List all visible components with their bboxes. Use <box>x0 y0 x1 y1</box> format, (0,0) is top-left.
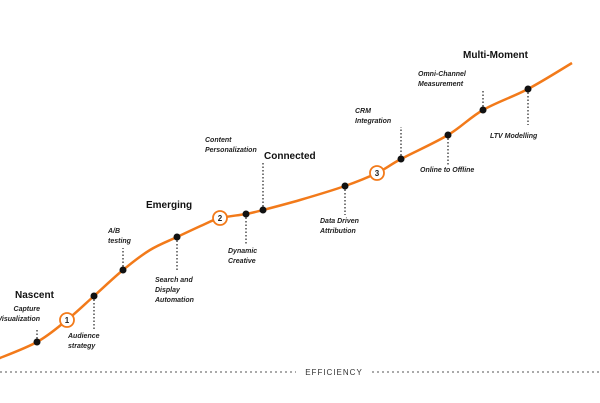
milestone-label: strategy <box>68 343 96 350</box>
stage-label: Connected <box>264 151 316 162</box>
stage-marker <box>59 312 75 328</box>
milestone-label: Measurement <box>418 81 464 88</box>
milestone-label: Integration <box>355 118 391 125</box>
growth-curve <box>0 61 573 360</box>
milestone-dot <box>444 131 452 139</box>
stage-number: 2 <box>218 214 223 223</box>
milestone-dot <box>90 292 98 300</box>
stage-marker <box>369 165 385 181</box>
milestone-label: Attribution <box>319 228 356 235</box>
milestone-label: Audience <box>67 333 100 340</box>
milestone-label: testing <box>108 238 132 245</box>
milestone-label: Personalization <box>205 147 257 154</box>
milestone-label: CRM <box>355 108 371 115</box>
milestone-label: Display <box>155 287 181 294</box>
axis-label: EFFICIENCY <box>305 368 363 377</box>
stage-number: 3 <box>375 169 380 178</box>
milestone-label: Capture <box>14 306 41 313</box>
milestone-dot <box>259 206 267 214</box>
stage-label: Multi-Moment <box>463 50 529 61</box>
milestone-label: Content <box>205 137 232 144</box>
stage-label: Emerging <box>146 200 192 211</box>
milestone-label: Dynamic <box>228 248 257 255</box>
stage-label: Nascent <box>15 290 55 301</box>
milestone-label: Data Driven <box>320 218 359 225</box>
milestone-label: Visualization <box>0 316 40 323</box>
milestone-label: Search and <box>155 277 193 284</box>
milestone-dot <box>524 85 532 93</box>
milestone-label: A/B <box>107 228 120 235</box>
milestone-dot <box>119 266 127 274</box>
milestone-dot <box>397 155 405 163</box>
milestone-label: LTV Modelling <box>490 133 538 140</box>
stage-number: 1 <box>65 316 70 325</box>
milestone-dot <box>341 182 349 190</box>
milestone-dot <box>242 210 250 218</box>
milestone-label: Online to Offline <box>420 167 474 174</box>
milestone-label: Creative <box>228 258 256 265</box>
milestone-label: Omni-Channel <box>418 71 467 78</box>
milestone-label: Automation <box>154 297 194 304</box>
milestone-dot <box>173 233 181 241</box>
milestone-dot <box>479 106 487 114</box>
milestone-dot <box>33 338 41 346</box>
stage-marker <box>212 210 228 226</box>
